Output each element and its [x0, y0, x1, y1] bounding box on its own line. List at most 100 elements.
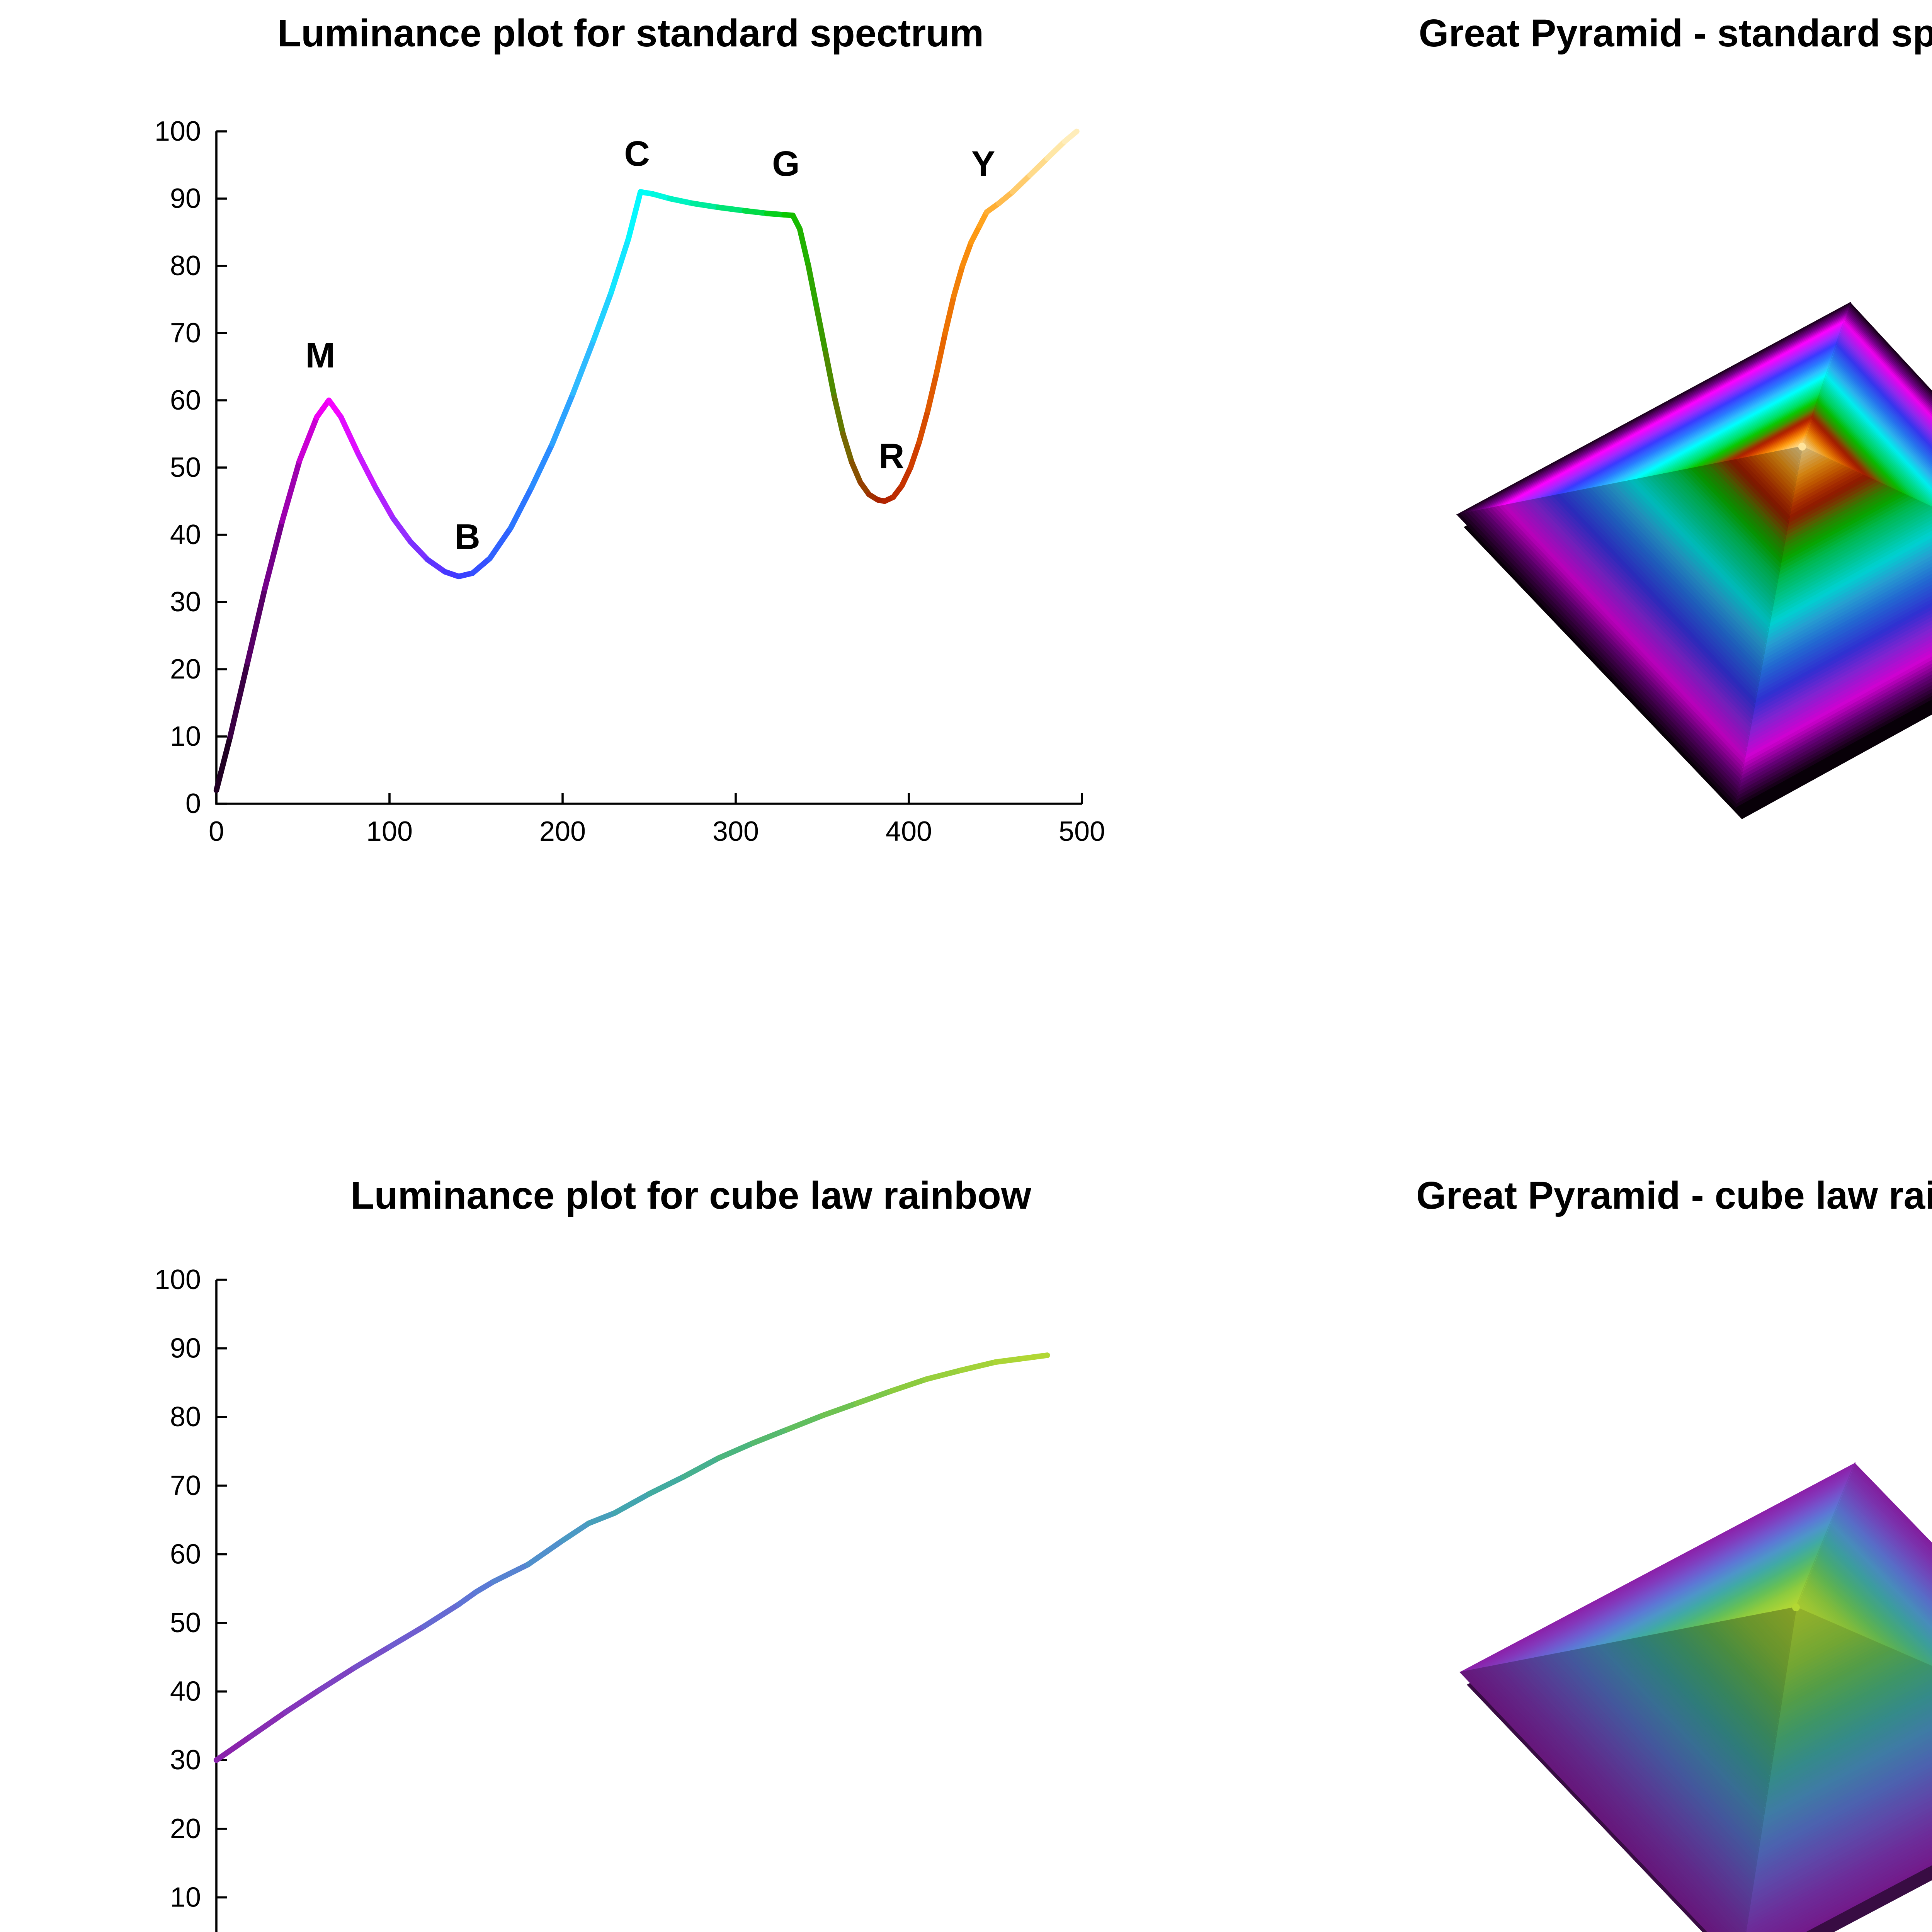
line-segment [338, 414, 361, 457]
line-segment [650, 191, 673, 202]
line-segment [469, 555, 493, 576]
x-tick-label: 500 [1059, 816, 1105, 847]
chart-pyramid-cube: 050100150200250300350400450 [1459, 1462, 1932, 1932]
line-segment [570, 337, 597, 396]
line-segment [715, 1440, 756, 1461]
y-tick-label: 70 [170, 318, 201, 349]
line-segment [549, 391, 576, 447]
line-segment [612, 1491, 652, 1516]
x-tick-label: 100 [366, 816, 413, 847]
axes-spines [215, 131, 1082, 805]
line-segment [823, 350, 837, 400]
line-segment [314, 397, 332, 420]
title-pyramid-cube: Great Pyramid - cube law rainbow [1416, 1174, 1932, 1217]
line-segment [487, 525, 514, 561]
x-tick-label: 300 [713, 816, 759, 847]
line-segment [508, 485, 534, 531]
pyramid-surface [1456, 301, 1932, 808]
line-segment [245, 585, 268, 665]
line-segment [213, 733, 233, 793]
pyramid-apex [1792, 1604, 1800, 1611]
line-segment [326, 397, 344, 420]
line-segment [585, 1510, 617, 1526]
line-segment [819, 1400, 860, 1418]
line-segment [390, 515, 413, 544]
line-segment [525, 1537, 566, 1568]
line-segment [1010, 172, 1033, 195]
y-tick-label: 10 [170, 721, 201, 752]
annotation-C: C [624, 134, 650, 173]
y-tick-label: 50 [170, 452, 201, 483]
y-tick-label: 80 [170, 250, 201, 281]
y-tick-label: 90 [170, 183, 201, 214]
line-segment [262, 518, 285, 592]
line-segment [750, 1426, 791, 1446]
line-segment [317, 1665, 358, 1692]
line-segment [849, 459, 863, 485]
y-tick-label: 30 [170, 587, 201, 617]
line-segment [213, 1733, 254, 1763]
line-segment [1018, 1352, 1050, 1362]
line-segment [689, 201, 721, 210]
chart-pyramid-standard: 50100150200250300350400450YRGCBM [1456, 301, 1932, 819]
line-segment [899, 464, 913, 489]
line-segment [959, 239, 974, 269]
line-segment [1027, 155, 1050, 178]
line-segment [667, 196, 696, 206]
y-tick-label: 20 [170, 654, 201, 685]
x-tick-label: 400 [886, 816, 932, 847]
line-segment [473, 1579, 497, 1595]
line-segment [908, 439, 922, 471]
line-segment [626, 189, 643, 242]
line-segment [425, 557, 448, 575]
line-segment [1061, 128, 1080, 145]
title-luminance-cube: Luminance plot for cube law rainbow [350, 1174, 1031, 1217]
line-segment [934, 330, 948, 376]
line-segment [296, 414, 320, 464]
line-series [213, 1352, 1050, 1763]
y-tick-label: 60 [170, 1539, 201, 1570]
y-tick-label: 60 [170, 385, 201, 416]
y-tick-label: 40 [170, 1676, 201, 1707]
line-segment [832, 394, 846, 437]
y-tick-label: 40 [170, 519, 201, 550]
pyramid-surface [1459, 1462, 1932, 1932]
x-tick-label: 200 [539, 816, 586, 847]
line-series [213, 128, 1080, 793]
line-segment [764, 211, 787, 218]
y-tick-label: 30 [170, 1745, 201, 1776]
y-tick-label: 70 [170, 1470, 201, 1501]
line-segment [279, 458, 303, 524]
annotation-R: R [879, 437, 904, 476]
line-segment [456, 1589, 479, 1607]
line-segment [785, 1413, 825, 1432]
line-segment [490, 1561, 531, 1585]
annotation-G: G [772, 144, 800, 184]
line-segment [814, 306, 829, 356]
line-segment [992, 1356, 1024, 1365]
line-segment [608, 236, 631, 296]
line-segment [591, 290, 614, 343]
annotation-M: M [305, 336, 335, 375]
x-tick-label: 0 [209, 816, 224, 847]
line-segment [560, 1520, 592, 1544]
y-tick-label: 50 [170, 1607, 201, 1638]
line-segment [227, 660, 250, 740]
y-tick-label: 80 [170, 1401, 201, 1432]
line-segment [248, 1709, 289, 1739]
line-segment [968, 223, 983, 245]
line-segment [352, 1644, 393, 1670]
line-segment [646, 1474, 687, 1497]
line-segment [854, 1388, 895, 1406]
line-segment [421, 1601, 462, 1629]
line-segment [888, 1376, 929, 1394]
y-tick-label: 10 [170, 1882, 201, 1913]
line-segment [355, 451, 379, 491]
y-tick-label: 100 [155, 1264, 201, 1295]
line-segment [797, 226, 811, 269]
annotation-B: B [454, 517, 480, 557]
line-segment [923, 1367, 964, 1382]
